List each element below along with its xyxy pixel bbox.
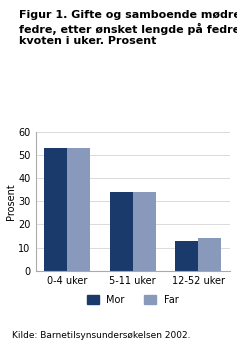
- Legend: Mor, Far: Mor, Far: [87, 295, 178, 305]
- Text: Kilde: Barnetilsynsundersøkelsen 2002.: Kilde: Barnetilsynsundersøkelsen 2002.: [12, 331, 190, 340]
- Text: Figur 1. Gifte og samboende mødre og
fedre, etter ønsket lengde på fedre-
kvoten: Figur 1. Gifte og samboende mødre og fed…: [19, 10, 237, 46]
- Bar: [133, 192, 156, 271]
- Bar: [110, 192, 133, 271]
- Bar: [198, 238, 221, 271]
- Y-axis label: Prosent: Prosent: [5, 183, 16, 220]
- Bar: [175, 240, 198, 271]
- Bar: [44, 148, 67, 271]
- Bar: [67, 148, 90, 271]
